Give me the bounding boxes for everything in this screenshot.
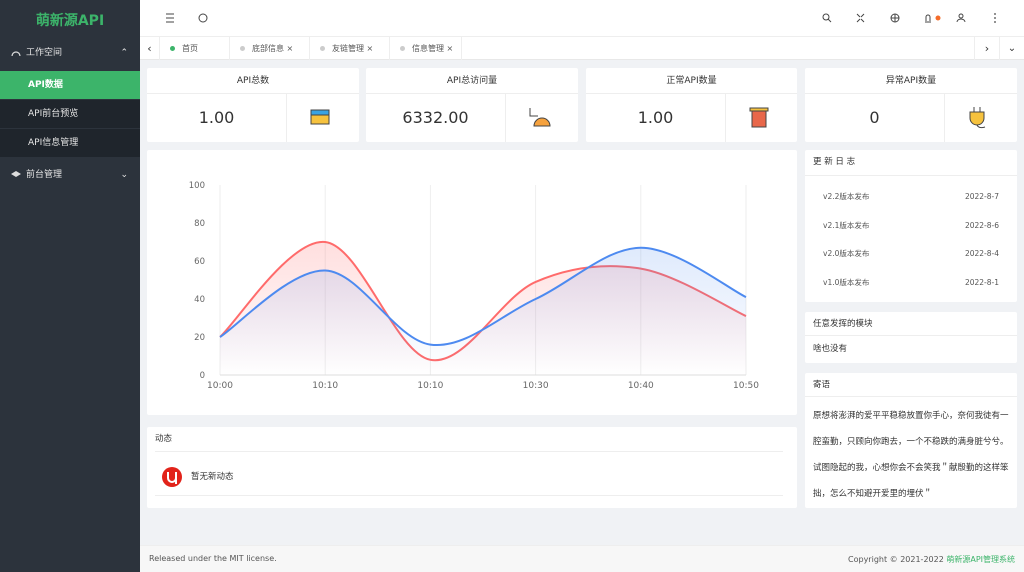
y-tick-label: 0 (200, 371, 205, 381)
stat-card: API总数 1.00 (147, 68, 359, 142)
panel-title: 更 新 日 志 (805, 150, 1017, 176)
log-date: 2022-8-7 (964, 192, 999, 201)
log-date: 2022-8-1 (964, 277, 999, 287)
toolbar-icons (166, 13, 996, 23)
changelog-panel: 更 新 日 志 v2.2版本发布 2022-8-7 v2.1版本发布 2022-8-… (805, 150, 1017, 302)
stat-title: API总访问量 (366, 68, 578, 94)
footer: Released under the MIT license. Copyrigh… (140, 545, 1024, 572)
message-text: 原想将澎湃的爱平平稳稳放置你手心，奈何我徒有一腔蛮勤，只顾向你跑去，一个不稳跌的… (813, 411, 1009, 499)
log-item: v1.0版本发布 2022-8-1 (805, 269, 1017, 298)
tab[interactable]: 信息管理 × (390, 37, 462, 60)
x-tick-label: 10:50 (733, 381, 759, 391)
panel-title: 动态 (155, 434, 173, 444)
activity-panel: 动态 暂无新动态 (147, 427, 797, 508)
menu-item[interactable]: API信息管理 (0, 129, 140, 157)
x-tick-label: 10:10 (312, 381, 338, 391)
stat-title: API总数 (147, 68, 359, 94)
log-item: v2.0版本发布 2022-8-4 (805, 240, 1017, 269)
tab[interactable]: 底部信息 × (230, 37, 310, 60)
y-tick-label: 20 (194, 333, 205, 343)
footer-right: Copyright © 2021-2022 萌新源API管理系统 (848, 554, 1015, 565)
menu-label: 工作空间 (26, 48, 63, 58)
chart-panel: 10:00 10:10 10:10 10:30 10:40 10:50 0 20 40 60 80 1… (147, 150, 797, 415)
stat-value: 0 (805, 94, 945, 142)
module-text: 啥也没有 (813, 344, 848, 354)
stat-title: 异常API数量 (805, 68, 1017, 94)
x-tick-label: 10:40 (628, 381, 654, 391)
log-text: v1.0版本发布 (823, 277, 870, 287)
menu-label: 前台管理 (26, 170, 63, 180)
tab-label: 底部信息 (252, 44, 284, 53)
message-panel: 寄语 原想将澎湃的爱平平稳稳放置你手心，奈何我徒有一腔蛮勤，只顾向你跑去，一个不… (805, 373, 1017, 508)
icon (11, 171, 21, 177)
tab-bar: ‹ 首页 底部信息 × 友链管理 × 信息管理 × › ⌄ (140, 37, 1024, 60)
log-item: v2.1版本发布 2022-8-6 (805, 212, 1017, 241)
y-tick-label: 100 (189, 181, 205, 191)
area-fill (220, 247, 746, 375)
tab-label: 友链管理 (332, 44, 364, 53)
stat-value: 6332.00 (366, 94, 506, 142)
tab[interactable]: 首页 (160, 37, 230, 60)
menu-group[interactable]: 工作空间 ⌃ (26, 48, 128, 58)
log-date: 2022-8-4 (964, 249, 999, 258)
icon (529, 108, 551, 127)
activity-item: 暂无新动态 (191, 472, 234, 482)
topbar (140, 0, 1024, 37)
y-tick-label: 80 (194, 219, 205, 229)
stat-value: 1.00 (586, 94, 726, 142)
panel-title: 寄语 (805, 373, 1017, 397)
menu-group[interactable]: 前台管理 ⌄ (26, 170, 128, 180)
module-panel: 任意发挥的模块 啥也没有 (805, 312, 1017, 363)
log-text: v2.0版本发布 (823, 249, 870, 258)
stat-card: API总访问量 6332.00 (366, 68, 578, 142)
y-tick-label: 60 (194, 257, 205, 267)
brand: 萌新源API (35, 13, 105, 29)
x-tick-label: 10:30 (523, 381, 549, 391)
footer-link[interactable]: 萌新源API管理系统 (946, 555, 1015, 564)
tab-label: 首页 (182, 44, 198, 53)
menu-item[interactable]: API前台预览 (0, 100, 140, 128)
log-item: v2.2版本发布 2022-8-7 (805, 183, 1017, 212)
sidebar: 萌新源API 工作空间 ⌃ API数据 API前台预览 API信息管理 前台管理 ⌄ (0, 0, 140, 572)
line-chart: 10:00 10:10 10:10 10:30 10:40 10:50 0 20 40 60 80 1… (189, 181, 759, 391)
panel-title: 任意发挥的模块 (805, 312, 1017, 336)
stat-title: 正常API数量 (586, 68, 797, 94)
stat-card: 异常API数量 0 (805, 68, 1017, 142)
icon (969, 107, 986, 129)
x-tick-label: 10:00 (207, 381, 233, 391)
log-date: 2022-8-6 (964, 220, 999, 230)
menu-item[interactable]: API数据 (0, 71, 140, 99)
tab-label: 信息管理 (412, 44, 444, 53)
icon (11, 51, 21, 57)
x-tick-label: 10:10 (417, 381, 443, 391)
copyright: Copyright © 2021-2022 (848, 555, 944, 564)
log-text: v2.2版本发布 (823, 192, 870, 201)
avatar (162, 467, 182, 487)
tab[interactable]: 友链管理 × (310, 37, 390, 60)
log-text: v2.1版本发布 (823, 220, 870, 230)
footer-left: Released under the MIT license. (149, 554, 277, 563)
stat-value: 1.00 (147, 94, 287, 142)
icon (310, 109, 330, 125)
stat-card: 正常API数量 1.00 (586, 68, 797, 142)
y-tick-label: 40 (194, 295, 205, 305)
icon (749, 107, 769, 128)
line-series (219, 246, 747, 347)
